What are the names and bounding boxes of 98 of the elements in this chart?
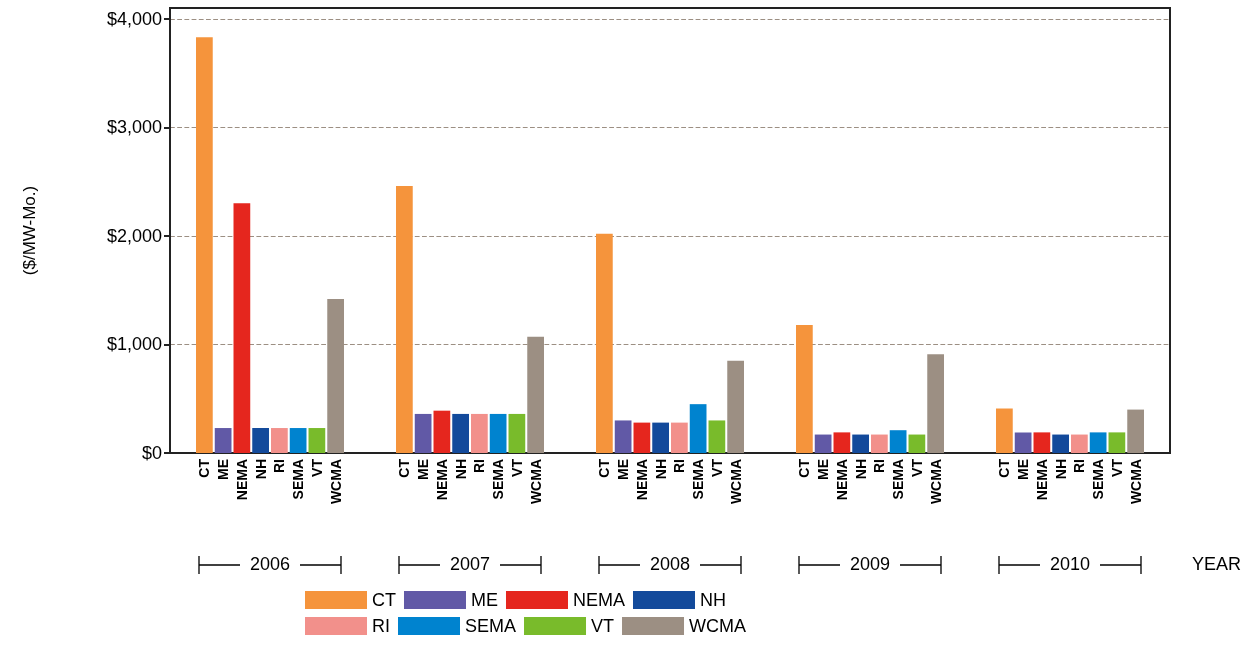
- x-axis-title: YEAR: [1192, 554, 1242, 574]
- text: RI: [671, 459, 688, 473]
- text: NEMA: [633, 459, 650, 501]
- text: VT: [1108, 459, 1125, 477]
- bar: [814, 434, 832, 453]
- bar: [727, 360, 744, 453]
- x-tick-label: 2010: [1049, 554, 1091, 574]
- text: RI: [271, 459, 288, 473]
- x-tick-label: 2007: [449, 554, 491, 574]
- text: NH: [652, 459, 669, 480]
- bar: [1108, 432, 1126, 453]
- bar: [1014, 432, 1032, 453]
- text: NEMA: [1033, 459, 1050, 501]
- bar: [1052, 434, 1069, 453]
- legend-label: NEMA: [572, 590, 626, 610]
- legend-label: NH: [700, 590, 726, 610]
- bar: [927, 354, 944, 453]
- bar: [289, 428, 307, 453]
- text: NH: [452, 459, 469, 480]
- text: CT: [996, 459, 1013, 478]
- x-tick-label: 2009: [849, 554, 891, 574]
- bar: [471, 413, 488, 453]
- bar: [908, 434, 926, 453]
- text: CT: [396, 459, 413, 478]
- bar: [214, 428, 232, 453]
- bar: [196, 37, 213, 453]
- text: RI: [471, 459, 488, 473]
- legend-label: WCMA: [689, 616, 747, 636]
- bar: [433, 410, 451, 453]
- bar: [871, 434, 888, 453]
- bar: [889, 430, 907, 453]
- text: NEMA: [833, 459, 850, 501]
- bar: [633, 422, 651, 453]
- text: CT: [796, 459, 813, 478]
- text: RI: [871, 459, 888, 473]
- text: VT: [508, 459, 525, 477]
- bar: [414, 413, 432, 453]
- bar: [796, 324, 813, 453]
- bar: [852, 434, 869, 453]
- bar: [671, 422, 688, 453]
- bar: [452, 413, 469, 453]
- legend-label: SEMA: [465, 616, 517, 636]
- text: SEMA: [1090, 459, 1107, 500]
- bar: [996, 408, 1013, 453]
- text: ME: [1015, 459, 1032, 480]
- text: WCMA: [327, 459, 344, 505]
- bar: [1033, 432, 1051, 453]
- x-tick-label: 2008: [649, 554, 691, 574]
- y-tick-label: $0: [141, 443, 162, 463]
- bar: [1071, 434, 1088, 453]
- text: CT: [596, 459, 613, 478]
- text: WCMA: [1127, 459, 1144, 505]
- legend-label: VT: [591, 616, 615, 636]
- bar: [508, 413, 526, 453]
- bar: [652, 422, 669, 453]
- bar: [708, 420, 726, 453]
- y-tick-label: $2,000: [106, 225, 162, 246]
- text: CT: [196, 459, 213, 478]
- legend-label: RI: [372, 616, 390, 636]
- text: NH: [852, 459, 869, 480]
- y-tick-label: $1,000: [106, 334, 162, 355]
- bar: [1127, 409, 1144, 453]
- x-tick-label: 2006: [249, 554, 291, 574]
- legend-label: ME: [470, 590, 498, 610]
- text: ME: [815, 459, 832, 480]
- text: RI: [1071, 459, 1088, 473]
- text: VT: [308, 459, 325, 477]
- y-tick-label: $4,000: [106, 8, 162, 29]
- bar: [233, 203, 251, 453]
- bar: [689, 404, 707, 453]
- bar: [252, 428, 269, 453]
- bar: [833, 432, 851, 453]
- text: VT: [908, 459, 925, 477]
- y-tick-label: $3,000: [106, 117, 162, 138]
- text: SEMA: [490, 459, 507, 500]
- text: ME: [615, 459, 632, 480]
- text: NH: [252, 459, 269, 480]
- text: VT: [708, 459, 725, 477]
- text: NH: [1052, 459, 1069, 480]
- text: WCMA: [727, 459, 744, 505]
- text: NEMA: [433, 459, 450, 501]
- text: NEMA: [233, 459, 250, 501]
- text: ME: [215, 459, 232, 480]
- bar: [596, 233, 613, 453]
- bar: [489, 413, 507, 453]
- text: SEMA: [290, 459, 307, 500]
- text: WCMA: [927, 459, 944, 505]
- bar: [614, 420, 632, 453]
- bar: [1089, 432, 1107, 453]
- text: ME: [415, 459, 432, 480]
- bar: [308, 428, 326, 453]
- text: SEMA: [690, 459, 707, 500]
- text: SEMA: [890, 459, 907, 500]
- text: WCMA: [527, 459, 544, 505]
- bar: [396, 186, 413, 453]
- y-axis-title: ($/MW-Mo.): [20, 185, 39, 276]
- bar: [271, 428, 288, 453]
- legend-label: CT: [372, 590, 396, 610]
